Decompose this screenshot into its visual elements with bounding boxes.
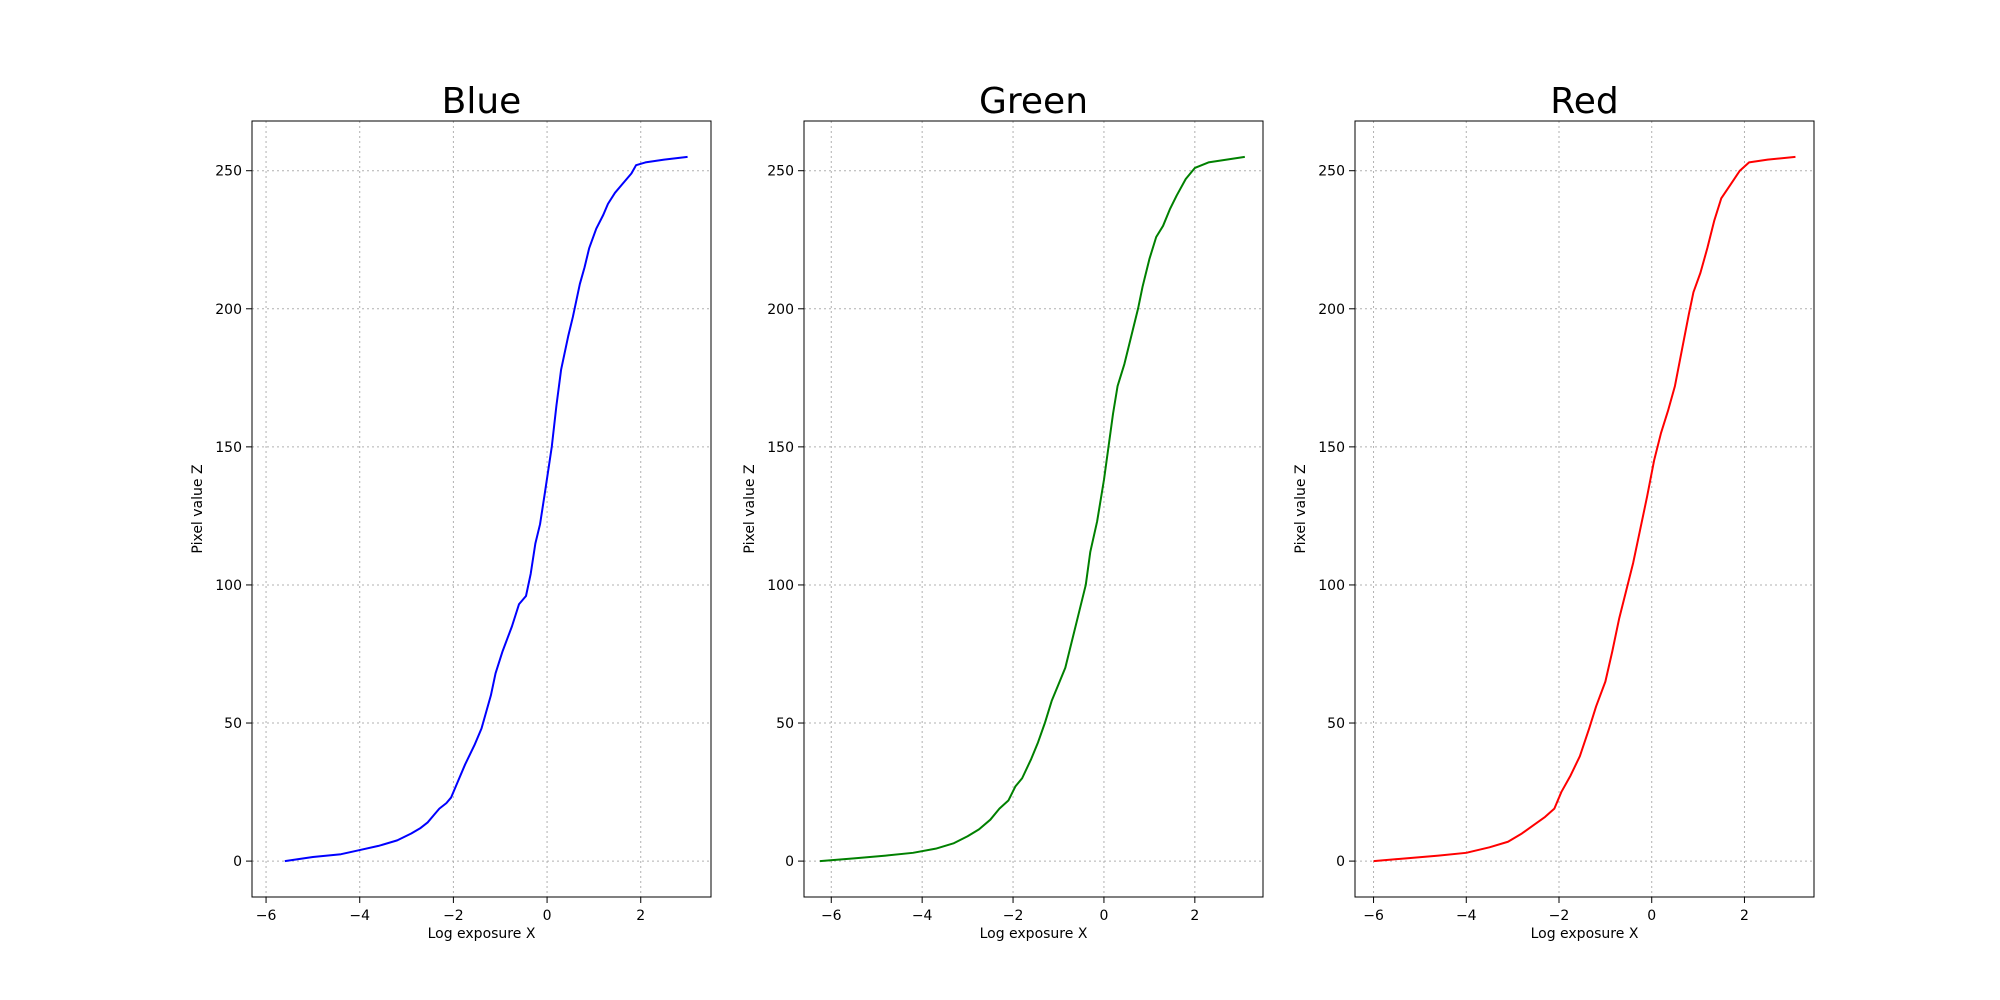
y-tick-label: 250 <box>215 164 242 180</box>
y-tick-label: 50 <box>1327 716 1345 732</box>
y-axis-label: Pixel value Z <box>190 464 206 553</box>
red-response-curve <box>1373 155 1796 863</box>
y-tick-label: 150 <box>1318 440 1345 456</box>
subplot-red: −6 −4 −2 0 2 0 50 100 150 200 250 Red Log exposure X… <box>1293 81 1815 942</box>
y-tick-label: 100 <box>215 578 242 594</box>
y-axis-label: Pixel value Z <box>742 464 758 553</box>
y-tick-label: 0 <box>233 854 242 870</box>
subplot-blue: −6 −4 −2 0 2 0 50 100 150 200 250 Blue Log exposure … <box>190 81 712 942</box>
y-tick-label: 200 <box>1318 302 1345 318</box>
y-axis-label: Pixel value Z <box>1293 464 1309 553</box>
x-tick-label: −6 <box>1363 908 1384 924</box>
x-tick-label: 0 <box>1099 908 1108 924</box>
blue-response-curve <box>284 155 688 863</box>
chart-title: Blue <box>442 81 522 122</box>
y-tick-label: 200 <box>767 302 794 318</box>
x-tick-label: −4 <box>349 908 370 924</box>
y-tick-label: 150 <box>215 440 242 456</box>
subplot-green: −6 −4 −2 0 2 0 50 100 150 200 250 Green Log exposure… <box>742 81 1264 942</box>
x-tick-label: −6 <box>256 908 277 924</box>
plot-frame <box>251 120 712 898</box>
x-tick-label: −2 <box>1003 908 1024 924</box>
y-tick-label: 100 <box>1318 578 1345 594</box>
x-tick-label: −4 <box>1456 908 1477 924</box>
x-tick-label: 2 <box>636 908 645 924</box>
x-axis-label: Log exposure X <box>428 926 536 942</box>
green-response-curve <box>819 155 1245 863</box>
x-axis-label: Log exposure X <box>980 926 1088 942</box>
y-tick-label: 250 <box>767 164 794 180</box>
x-tick-label: 0 <box>1647 908 1656 924</box>
x-axis-label: Log exposure X <box>1531 926 1639 942</box>
plot-frame <box>1354 120 1815 898</box>
x-tick-label: 2 <box>1190 908 1199 924</box>
y-tick-label: 200 <box>215 302 242 318</box>
y-tick-label: 0 <box>785 854 794 870</box>
chart-title: Red <box>1550 81 1618 122</box>
y-tick-label: 150 <box>767 440 794 456</box>
y-tick-label: 250 <box>1318 164 1345 180</box>
x-tick-label: −4 <box>912 908 933 924</box>
plot-frame <box>803 120 1264 898</box>
x-tick-label: −2 <box>443 908 464 924</box>
y-tick-label: 50 <box>776 716 794 732</box>
x-tick-label: 0 <box>543 908 552 924</box>
x-tick-label: −2 <box>1549 908 1570 924</box>
y-tick-label: 0 <box>1336 854 1345 870</box>
y-tick-label: 50 <box>224 716 242 732</box>
x-tick-label: −6 <box>821 908 842 924</box>
y-tick-label: 100 <box>767 578 794 594</box>
chart-title: Green <box>979 81 1088 122</box>
x-tick-label: 2 <box>1740 908 1749 924</box>
